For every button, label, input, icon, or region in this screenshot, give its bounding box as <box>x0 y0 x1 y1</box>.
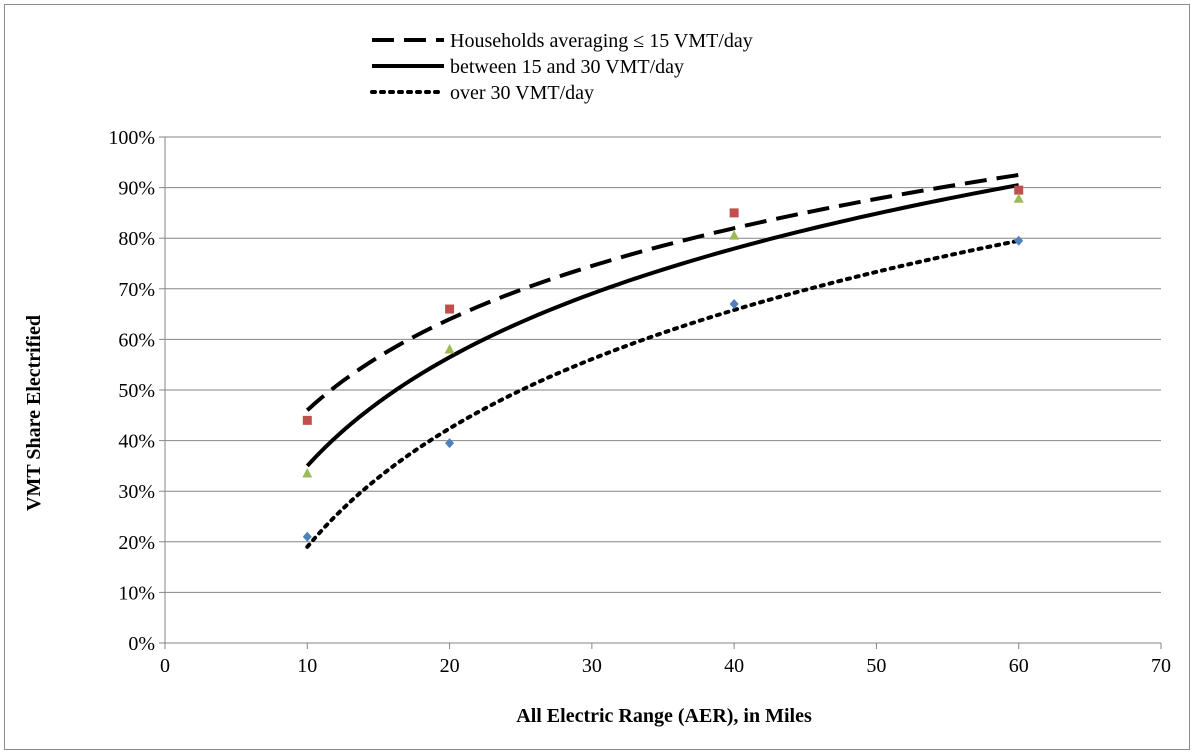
data-point-square <box>302 415 312 425</box>
trend-line-dashed <box>305 172 1020 412</box>
x-tick-label: 40 <box>724 655 744 677</box>
grid-layer <box>165 136 1161 593</box>
trend-line-solid <box>305 183 1020 468</box>
legend-label: between 15 and 30 VMT/day <box>450 56 684 78</box>
trend-line-dotted <box>305 238 1021 549</box>
data-point-diamond <box>302 531 312 542</box>
data-point-diamond <box>445 438 455 449</box>
data-point-diamond <box>729 298 739 309</box>
x-tick-label: 60 <box>1009 655 1029 677</box>
x-tick-label: 30 <box>582 655 602 677</box>
x-tick-label: 10 <box>297 655 317 677</box>
y-tick-label: 10% <box>118 582 155 604</box>
y-tick-label: 0% <box>128 633 155 655</box>
data-point-triangle <box>1013 193 1024 203</box>
data-point-square <box>1014 185 1024 195</box>
x-tick-label: 20 <box>440 655 460 677</box>
y-tick-label: 20% <box>118 532 155 554</box>
y-tick-label: 100% <box>108 127 155 149</box>
y-axis-title: VMT Share Electrified <box>23 315 45 511</box>
data-point-square <box>729 208 739 218</box>
chart-frame <box>4 4 1190 750</box>
y-tick-label: 50% <box>118 380 155 402</box>
data-point-triangle <box>729 230 740 240</box>
x-tick-label: 50 <box>866 655 886 677</box>
y-tick-label: 30% <box>118 481 155 503</box>
legend-label: over 30 VMT/day <box>450 82 594 104</box>
legend: Households averaging ≤ 15 VMT/day between… <box>370 30 753 104</box>
y-tick-label: 60% <box>118 329 155 351</box>
data-point-triangle <box>444 344 455 354</box>
data-point-triangle <box>302 467 313 478</box>
data-point-diamond <box>1014 235 1024 246</box>
x-tick-label: 0 <box>160 655 170 677</box>
x-tick-label: 70 <box>1151 655 1171 677</box>
data-point-square <box>445 304 455 314</box>
y-tick-label: 90% <box>118 178 155 200</box>
axis-layer: 0% 10% 20% 30% 40% 50% 60% 70% 80% 90% 100% 0 10 20 30… <box>108 127 1171 677</box>
y-tick-label: 80% <box>118 228 155 250</box>
trend-layer <box>305 172 1021 549</box>
legend-label: Households averaging ≤ 15 VMT/day <box>450 30 753 52</box>
y-tick-label: 40% <box>118 431 155 453</box>
marker-layer <box>302 185 1024 542</box>
y-tick-label: 70% <box>118 279 155 301</box>
x-axis-title: All Electric Range (AER), in Miles <box>516 705 812 727</box>
